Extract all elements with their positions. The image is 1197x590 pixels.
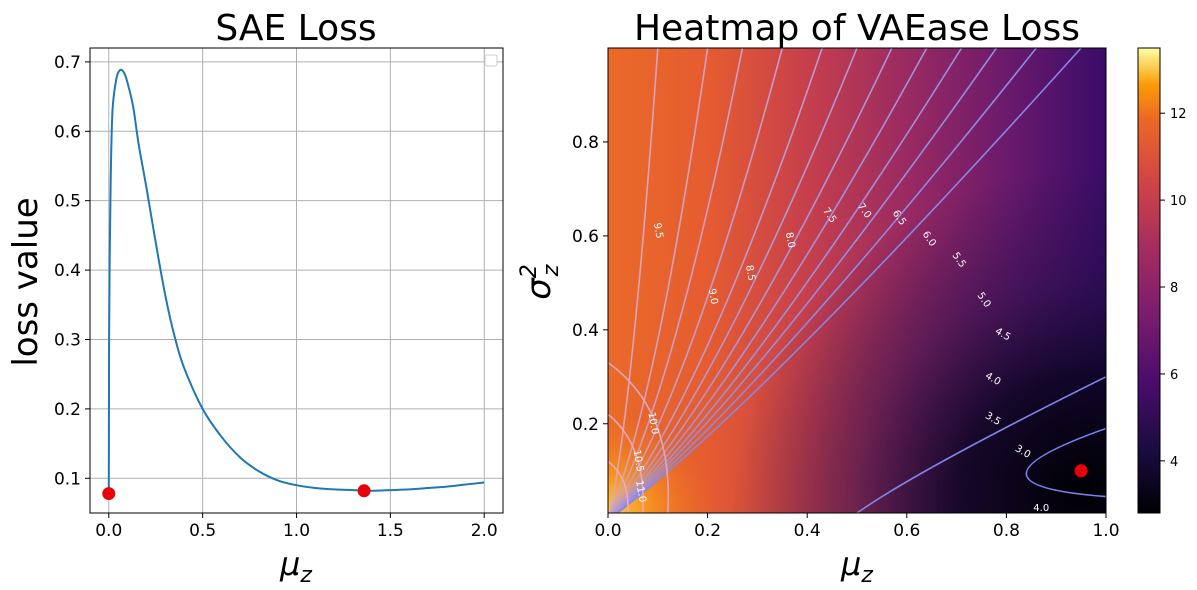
sae-points [102,484,371,501]
sae-x-tick-label: 1.0 [283,521,310,541]
heatmap-y-tick-label: 0.2 [572,415,599,435]
sae-red-point [102,487,116,501]
colorbar-bar [1137,47,1161,514]
sae-y-tick-label: 0.3 [54,330,81,350]
sae-x-tick-label: 0.0 [95,521,122,541]
sae-y-tick-label: 0.4 [54,261,81,281]
vaease-heatmap-panel: Heatmap of VAEase Loss 3.03.54.04.55.05.… [517,8,1120,588]
sae-loss-curve [107,68,485,493]
contour-line [1025,427,1106,498]
contour-line [856,376,1106,513]
heatmap-minimum-point [1074,464,1088,478]
heatmap-image [608,48,1106,513]
colorbar-tick-label: 8 [1170,281,1178,296]
sae-loss-panel: SAE Loss 0.0 0.5 1.0 1.5 2.00.10.20.30.40.50… [6,8,504,588]
contour-line [611,48,823,513]
sae-ticks: 0.0 0.5 1.0 1.5 2.0 0.1 0.2 0.3 0.4 0.5 0.6 0.7 [54,53,498,541]
sae-empty-legend [484,54,498,67]
contour-line [608,362,670,513]
heatmap-x-tick-label: 1.0 [1092,521,1119,541]
contour-line [608,460,629,513]
heatmap-y-tick-label: 0.4 [572,321,599,341]
colorbar-tick-label: 6 [1170,368,1178,383]
colorbar: 4 6 8 10 12 [1137,47,1187,514]
heatmap-xlabel: μz [840,545,873,588]
heatmap-high-region [608,48,1106,513]
heatmap-y-tick-label: 0.8 [572,133,599,153]
contour-label: 11.0 [633,480,648,504]
contour-line [613,48,893,513]
heatmap-x-tick-label: 0.6 [893,521,920,541]
sae-x-tick-label: 1.5 [377,521,404,541]
heatmap-y-tick-label: 0.6 [572,227,599,247]
sae-y-tick-label: 0.2 [54,400,81,420]
colorbar-tick-label: 10 [1170,194,1187,209]
sae-ylabel: loss value [6,197,46,366]
heatmap-ylabel: σ2z [517,264,564,300]
sae-y-tick-label: 0.6 [54,122,81,142]
heatmap-title: Heatmap of VAEase Loss [634,8,1080,49]
heatmap-red-point [1074,464,1088,478]
heatmap-contours [608,48,1106,513]
contour-line [615,48,998,513]
contour-line [608,413,644,513]
sae-xlabel: μz [279,545,312,588]
contour-label: 8.0 [783,231,797,249]
sae-grid [90,48,503,513]
sae-red-point [357,484,371,498]
contour-label: 8.5 [743,264,757,282]
sae-x-tick-label: 0.5 [189,521,216,541]
heatmap-x-tick-label: 0.2 [694,521,721,541]
sae-y-tick-label: 0.1 [54,469,81,489]
contour-line [613,48,928,513]
heatmap-x-tick-label: 0.4 [794,521,821,541]
heatmap-ticks: 0.0 0.2 0.4 0.6 0.8 1.0 0.2 0.4 0.6 0.8 [572,133,1120,541]
heatmap-x-tick-label: 0.8 [993,521,1020,541]
contour-label: 9.0 [706,288,720,306]
contour-line [616,48,1037,513]
heatmap-axes-frame [607,47,1107,514]
contour-label: 10.0 [645,411,660,435]
colorbar-ticks: 4 6 8 10 12 [1160,107,1187,470]
contour-label: 10.5 [631,449,646,473]
colorbar-tick-label: 4 [1170,455,1178,470]
sae-x-tick-label: 2.0 [471,521,498,541]
heatmap-x-tick-label: 0.0 [594,521,621,541]
sae-y-tick-label: 0.5 [54,192,81,212]
contour-line [609,48,659,513]
contour-label-bottom: 4.0 [1033,503,1049,514]
colorbar-tick-label: 12 [1170,107,1187,122]
contour-line [616,48,1082,513]
sae-y-tick-label: 0.7 [54,53,81,73]
contour-line [610,48,784,513]
sae-loss-title: SAE Loss [215,8,376,49]
contour-label: 9.5 [651,222,665,240]
contour-line [609,48,709,513]
contour-line [614,48,963,513]
contour-line [609,48,744,513]
